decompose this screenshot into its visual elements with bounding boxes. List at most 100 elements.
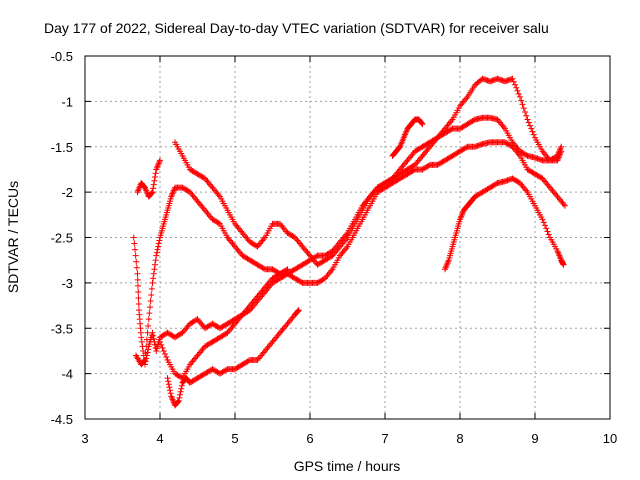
data-point [178,385,185,392]
data-point [145,346,152,353]
series-group [133,139,568,368]
data-point [155,240,162,247]
data-point [560,261,567,268]
data-point [151,177,158,184]
series-group [157,266,291,382]
x-tick-label: 5 [231,431,238,446]
data-point [155,243,162,250]
data-point [158,341,165,348]
y-tick-label: -2 [61,185,73,200]
data-point [150,332,157,339]
data-point [178,382,185,389]
data-point [530,131,537,138]
x-tick-label: 3 [81,431,88,446]
data-point [166,384,173,391]
data-point [165,381,172,388]
data-point [165,378,172,385]
series-group [164,307,302,409]
data-point [138,338,145,345]
data-point [539,216,546,223]
data-point [544,228,551,235]
y-tick-label: -0.5 [51,49,73,64]
data-point [151,266,158,273]
data-point [145,316,152,323]
data-point [517,93,523,100]
x-tick-label: 6 [306,431,313,446]
data-point [525,119,532,126]
data-point [175,397,182,404]
plot-frame [84,55,611,420]
data-point [135,301,142,308]
data-point [528,125,535,132]
data-point [175,398,182,405]
x-tick-label: 10 [603,431,617,446]
data-point [523,112,530,119]
data-point [157,157,163,164]
data-point [130,234,137,241]
data-point [133,264,140,271]
data-point [177,388,184,395]
x-tick-label: 8 [456,431,463,446]
data-point [144,329,151,336]
data-point [156,237,163,244]
data-point [143,343,150,350]
data-point [522,108,528,115]
data-point [142,357,148,364]
data-point [145,322,152,329]
data-point [159,344,166,351]
data-point [150,275,157,282]
data-point [134,270,141,277]
y-tick-label: -2.5 [51,231,73,246]
x-axis-label: GPS time / hours [294,458,401,474]
data-point [132,246,138,253]
data-point [509,75,516,82]
data-point [138,334,145,341]
axis-ticks: 3 4 5 6 7 8 9 10 -0.5 -1 -1.5 -2 -2.5 -3 -3.5 -4 -4.5 [51,49,618,446]
data-point [135,295,142,301]
data-point [520,105,527,112]
data-point [150,270,157,277]
y-tick-label: -1.5 [51,140,73,155]
y-tick-label: -3 [61,276,73,291]
y-tick-label: -4.5 [51,412,73,427]
data-point [141,357,148,364]
data-point [150,335,157,342]
y-tick-label: -1 [61,94,73,109]
data-point [153,252,160,259]
data-point [177,391,183,398]
data-point [146,310,153,317]
data-point [524,116,531,123]
chart-title: Day 177 of 2022, Sidereal Day-to-day VTE… [44,20,549,36]
y-axis-label: SDTVAR / TECUs [5,181,21,293]
data-point [152,174,158,180]
data-point [147,304,153,311]
data-point [419,121,426,128]
data-point [135,288,142,295]
data-point [545,231,552,238]
data-point [162,350,168,357]
data-point [148,285,155,292]
data-point [152,257,159,264]
data-point [157,338,163,345]
data-point [176,394,183,401]
data-point [153,249,160,256]
data-point [160,347,167,354]
data-point [529,128,536,135]
data-point [527,122,533,129]
data-point [167,387,173,394]
data-point [215,220,222,227]
data-point [514,87,521,94]
data-point [154,246,161,253]
data-point [562,202,568,209]
data-point [542,222,548,229]
data-point [283,267,290,274]
y-tick-label: -4 [61,367,73,382]
data-point [512,81,518,88]
series-group [389,116,426,159]
data-point [510,78,517,85]
data-point [513,84,520,91]
series-group [172,114,565,268]
data-point [150,181,157,188]
series-group [442,175,567,273]
